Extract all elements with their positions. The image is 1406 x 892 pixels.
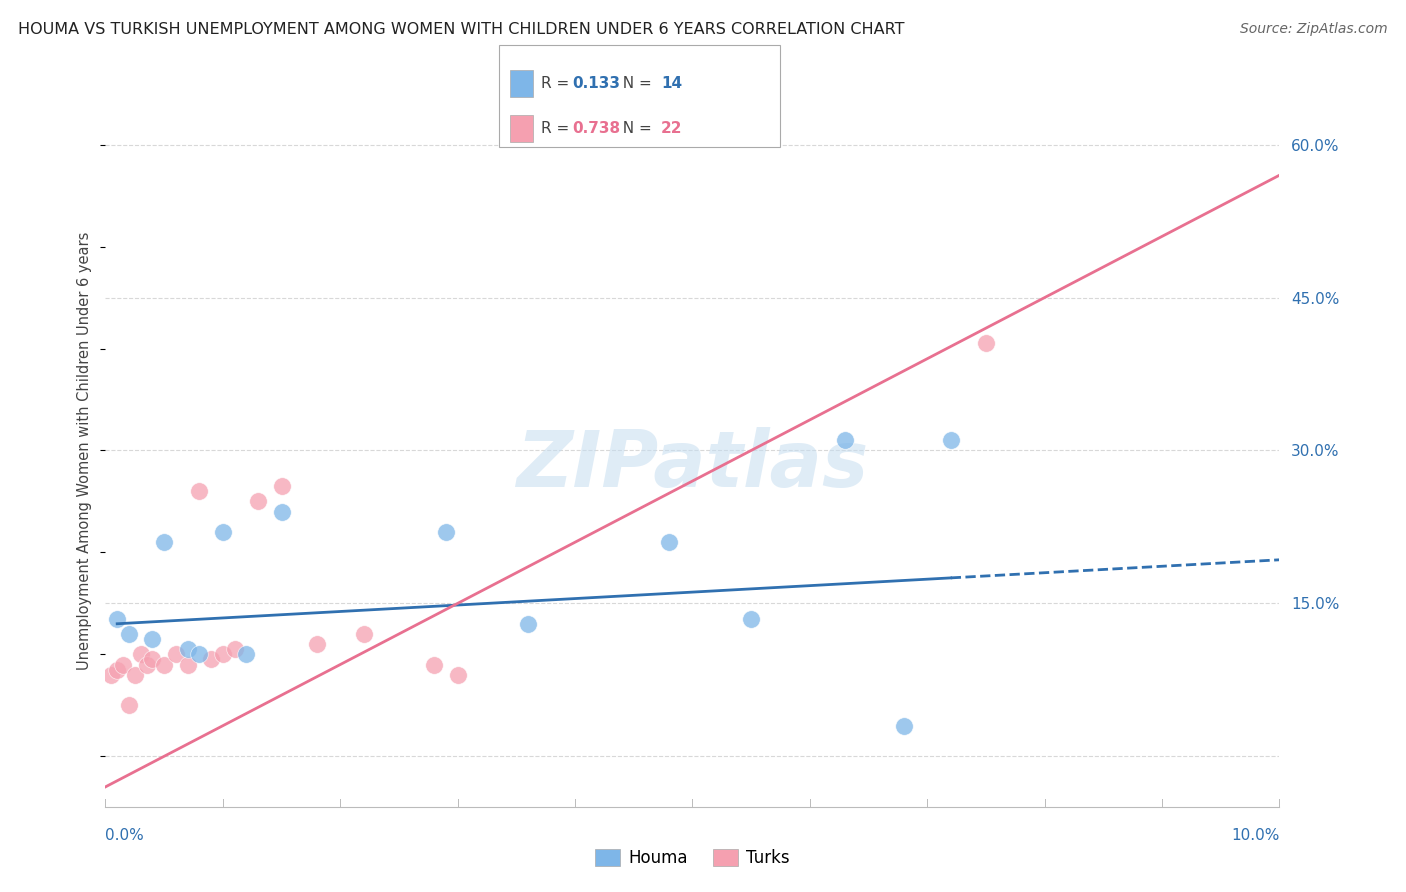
Text: 0.0%: 0.0% bbox=[105, 828, 145, 843]
Text: R =: R = bbox=[541, 121, 575, 136]
Point bbox=[247, 494, 270, 508]
Point bbox=[100, 667, 122, 681]
Point bbox=[353, 627, 375, 641]
Point bbox=[834, 434, 856, 448]
Point bbox=[517, 616, 540, 631]
Point bbox=[200, 652, 222, 666]
Y-axis label: Unemployment Among Women with Children Under 6 years: Unemployment Among Women with Children U… bbox=[77, 231, 93, 670]
Point bbox=[270, 505, 292, 519]
Point bbox=[129, 648, 152, 662]
Point bbox=[124, 667, 146, 681]
Point bbox=[893, 719, 915, 733]
Point bbox=[153, 535, 176, 549]
Point bbox=[235, 648, 257, 662]
Point bbox=[423, 657, 446, 672]
Legend: Houma, Turks: Houma, Turks bbox=[588, 842, 797, 874]
Point bbox=[939, 434, 962, 448]
Text: HOUMA VS TURKISH UNEMPLOYMENT AMONG WOMEN WITH CHILDREN UNDER 6 YEARS CORRELATIO: HOUMA VS TURKISH UNEMPLOYMENT AMONG WOME… bbox=[18, 22, 905, 37]
Point bbox=[141, 632, 163, 646]
Text: 10.0%: 10.0% bbox=[1232, 828, 1279, 843]
Point bbox=[224, 642, 246, 657]
Point bbox=[141, 652, 163, 666]
Text: 0.738: 0.738 bbox=[572, 121, 620, 136]
Point bbox=[176, 657, 198, 672]
Point bbox=[176, 642, 198, 657]
Text: Source: ZipAtlas.com: Source: ZipAtlas.com bbox=[1240, 22, 1388, 37]
Point bbox=[118, 698, 141, 713]
Point bbox=[165, 648, 187, 662]
Point bbox=[974, 336, 997, 351]
Point bbox=[658, 535, 681, 549]
Text: R =: R = bbox=[541, 76, 575, 91]
Text: 0.133: 0.133 bbox=[572, 76, 620, 91]
Point bbox=[270, 479, 292, 493]
Point bbox=[305, 637, 328, 651]
Point bbox=[118, 627, 141, 641]
Point bbox=[105, 663, 128, 677]
Point bbox=[135, 657, 157, 672]
Point bbox=[188, 648, 211, 662]
Point bbox=[434, 524, 457, 539]
Text: 14: 14 bbox=[661, 76, 682, 91]
Text: N =: N = bbox=[613, 121, 657, 136]
Text: 22: 22 bbox=[661, 121, 682, 136]
Point bbox=[447, 667, 470, 681]
Point bbox=[740, 612, 762, 626]
Point bbox=[188, 484, 211, 499]
Point bbox=[112, 657, 135, 672]
Text: ZIPatlas: ZIPatlas bbox=[516, 426, 869, 503]
Point bbox=[211, 648, 233, 662]
Point bbox=[211, 524, 233, 539]
Text: N =: N = bbox=[613, 76, 657, 91]
Point bbox=[105, 612, 128, 626]
Point bbox=[153, 657, 176, 672]
